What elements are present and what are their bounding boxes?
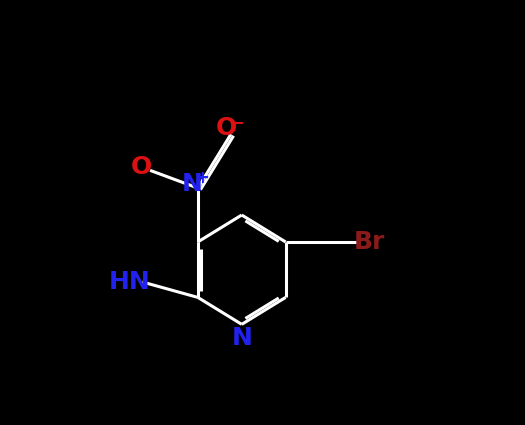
- Text: +: +: [195, 169, 209, 187]
- Text: N: N: [182, 172, 203, 196]
- Text: O: O: [216, 116, 237, 140]
- Text: Br: Br: [354, 230, 385, 254]
- Text: O: O: [131, 155, 152, 178]
- Text: N: N: [232, 326, 252, 350]
- Text: HN: HN: [109, 270, 151, 294]
- Text: −: −: [230, 113, 244, 131]
